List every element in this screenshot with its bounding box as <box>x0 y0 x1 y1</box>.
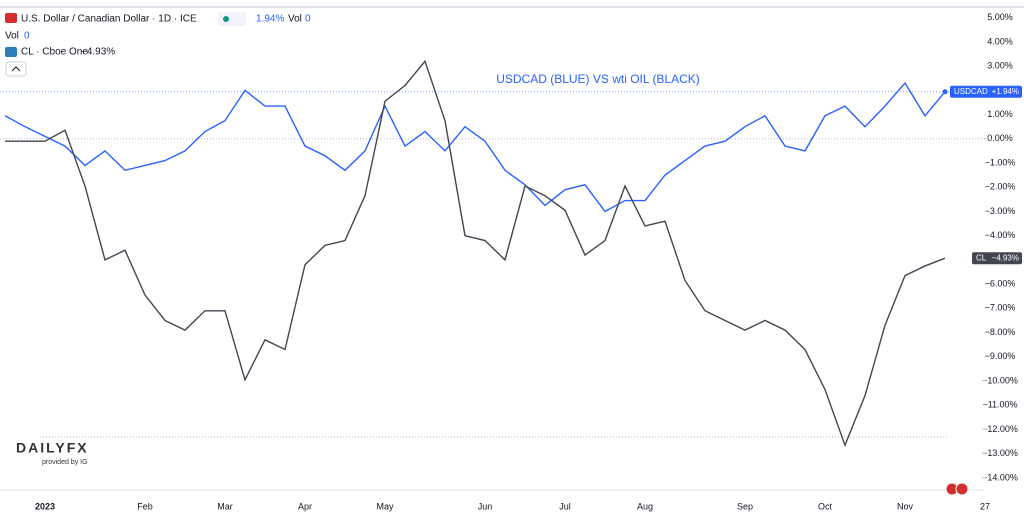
compare-change: −4.93% <box>81 47 115 58</box>
y-tick-label: −7.00% <box>985 303 1016 313</box>
tag-value: −4.93% <box>992 253 1019 262</box>
y-tick-label: −6.00% <box>985 278 1016 288</box>
last-point <box>942 89 948 95</box>
tag-value: +1.94% <box>992 87 1019 96</box>
x-tick-label: May <box>376 501 394 511</box>
series-line <box>5 59 946 448</box>
vol-value: 0 <box>305 14 311 25</box>
logo-sub: provided by IG <box>42 459 88 466</box>
badge <box>218 12 246 26</box>
y-tick-label: −4.00% <box>985 230 1016 240</box>
price-tag <box>950 85 1022 98</box>
chevron <box>11 66 21 72</box>
compare: CL · Cboe One <box>21 47 88 58</box>
y-tick-label: −1.00% <box>985 157 1016 167</box>
y-tick-label: −11.00% <box>982 400 1017 410</box>
y-tick-label: 1.00% <box>987 109 1013 119</box>
vol-label: Vol <box>288 14 302 25</box>
cl-icon <box>5 47 17 57</box>
y-tick-label: −3.00% <box>985 206 1016 216</box>
change: 1.94% <box>256 14 284 25</box>
flag-ca <box>955 482 969 496</box>
logo-brand: DAILYFX <box>16 440 89 456</box>
status-dot <box>223 16 229 22</box>
x-tick-label: Apr <box>298 501 312 511</box>
y-tick-label: −12.00% <box>982 424 1018 434</box>
x-tick-label: Oct <box>818 501 833 511</box>
y-tick-label: 5.00% <box>987 12 1013 22</box>
x-tick-label: Jun <box>478 501 493 511</box>
series-line <box>4 81 946 213</box>
x-tick-label: 27 <box>980 501 990 511</box>
x-tick-label: Mar <box>217 501 233 511</box>
symbol: U.S. Dollar / Canadian Dollar · 1D · ICE <box>21 14 197 25</box>
y-tick-label: −9.00% <box>985 351 1016 361</box>
collapse-button[interactable] <box>5 61 27 77</box>
y-tick-label: −10.00% <box>982 375 1018 385</box>
vol2-value: 0 <box>24 31 30 42</box>
price-tag <box>972 252 1022 265</box>
vol2-label: Vol <box>5 31 19 42</box>
x-tick-label: Jul <box>559 501 571 511</box>
flag-icon <box>5 13 17 23</box>
annotation: USDCAD (BLUE) VS wti OIL (BLACK) <box>496 72 700 86</box>
y-tick-label: 4.00% <box>987 36 1013 46</box>
y-tick-label: −13.00% <box>982 448 1018 458</box>
x-tick-label: Sep <box>737 501 753 511</box>
x-tick-label: 2023 <box>35 501 55 511</box>
x-tick-label: Aug <box>637 501 653 511</box>
y-tick-label: −8.00% <box>985 327 1016 337</box>
x-tick-label: Feb <box>137 501 153 511</box>
tag-name: CL <box>976 253 987 262</box>
y-tick-label: 3.00% <box>987 61 1013 71</box>
tag-name: USDCAD <box>954 87 988 96</box>
y-tick-label: −14.00% <box>982 472 1018 482</box>
y-tick-label: −2.00% <box>985 182 1016 192</box>
x-tick-label: Nov <box>897 501 914 511</box>
y-tick-label: 0.00% <box>987 133 1013 143</box>
